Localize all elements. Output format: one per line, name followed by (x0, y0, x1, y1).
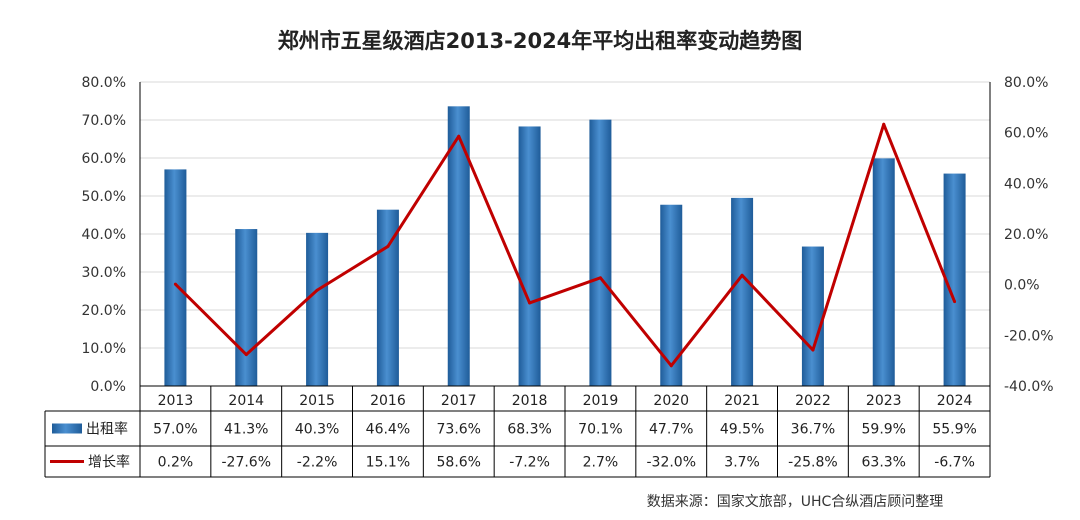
line-point (457, 134, 461, 138)
line-point (315, 288, 319, 292)
line-point (244, 353, 248, 357)
bar-value-label: 55.9% (932, 422, 976, 438)
legend-bar-label: 出租率 (86, 421, 128, 438)
bar (306, 232, 329, 386)
growth-line (173, 122, 957, 368)
left-tick-label: 20.0% (82, 303, 126, 319)
bar-value-label: 46.4% (366, 422, 410, 438)
data-table: 2013 2014 2015 2016 2017 2018 2019 2020 2021 2022… (44, 385, 991, 478)
right-tick-label: 60.0% (1004, 126, 1048, 142)
category-label: 2020 (653, 393, 689, 409)
line-value-label: -6.7% (934, 455, 975, 471)
line-point (953, 300, 957, 304)
right-tick-label: -40.0% (1004, 379, 1054, 395)
category-label: 2019 (583, 393, 619, 409)
right-tick-label: 80.0% (1004, 75, 1048, 91)
left-tick-label: 10.0% (82, 341, 126, 357)
category-label: 2022 (795, 393, 831, 409)
right-tick-label: -20.0% (1004, 328, 1054, 344)
left-tick-label: 30.0% (82, 265, 126, 281)
line-value-label: -32.0% (646, 455, 696, 471)
left-tick-label: 50.0% (82, 189, 126, 205)
bar (235, 229, 258, 386)
bar-value-label: 70.1% (578, 422, 622, 438)
category-label: 2023 (866, 393, 902, 409)
bar (872, 158, 895, 386)
grid (140, 81, 990, 349)
bar-value-label: 47.7% (649, 422, 693, 438)
bar (660, 204, 683, 386)
line-point (386, 244, 390, 248)
category-label: 2021 (724, 393, 760, 409)
category-label: 2024 (937, 393, 973, 409)
category-label: 2018 (512, 393, 548, 409)
right-tick-label: 20.0% (1004, 227, 1048, 243)
legend-bar-swatch (52, 423, 82, 434)
line-point (528, 301, 532, 305)
bar (943, 173, 966, 386)
category-label: 2014 (228, 393, 264, 409)
left-tick-label: 0.0% (90, 379, 126, 395)
bar-value-label: 41.3% (224, 422, 268, 438)
growth-line-path (174, 122, 956, 368)
source-note: 数据来源：国家文旅部，UHC合纵酒店顾问整理 (647, 493, 944, 510)
right-tick-label: 40.0% (1004, 176, 1048, 192)
line-point (740, 273, 744, 277)
category-label: 2016 (370, 393, 406, 409)
line-value-label: 58.6% (437, 455, 481, 471)
bar (376, 209, 399, 386)
bar-value-label: 59.9% (862, 422, 906, 438)
category-label: 2015 (299, 393, 335, 409)
left-tick-label: 60.0% (82, 151, 126, 167)
bar (731, 197, 754, 386)
category-label: 2013 (158, 393, 194, 409)
bar (164, 169, 187, 386)
line-value-label: -2.2% (297, 455, 338, 471)
line-point (669, 364, 673, 368)
bar-value-label: 40.3% (295, 422, 339, 438)
line-value-label: 0.2% (158, 455, 194, 471)
legend-line-label: 增长率 (88, 454, 130, 471)
bar (518, 126, 541, 387)
category-label: 2017 (441, 393, 477, 409)
bar-value-label: 36.7% (791, 422, 835, 438)
bar (447, 106, 470, 386)
right-tick-label: 0.0% (1004, 278, 1040, 294)
left-tick-label: 80.0% (82, 75, 126, 91)
line-value-label: 15.1% (366, 455, 410, 471)
line-point (882, 122, 886, 126)
bar (589, 119, 612, 387)
line-value-label: -7.2% (509, 455, 550, 471)
line-value-label: 2.7% (583, 455, 619, 471)
line-value-label: -27.6% (221, 455, 271, 471)
bars (164, 106, 966, 387)
chart-title: 郑州市五星级酒店2013-2024年平均出租率变动趋势图 (278, 29, 803, 53)
left-tick-label: 70.0% (82, 113, 126, 129)
axes: 0.0% 10.0% 20.0% 30.0% 40.0% 50.0% 60.0% 70.0% 8… (82, 75, 1054, 395)
bar-value-label: 68.3% (507, 422, 551, 438)
bar-value-label: 49.5% (720, 422, 764, 438)
line-point (598, 276, 602, 280)
line-value-label: 63.3% (862, 455, 906, 471)
line-point (811, 348, 815, 352)
bar (801, 246, 824, 386)
left-tick-label: 40.0% (82, 227, 126, 243)
bar-value-label: 73.6% (437, 422, 481, 438)
bar-value-label: 57.0% (153, 422, 197, 438)
line-value-label: 3.7% (724, 455, 760, 471)
line-value-label: -25.8% (788, 455, 838, 471)
line-point (173, 282, 177, 286)
